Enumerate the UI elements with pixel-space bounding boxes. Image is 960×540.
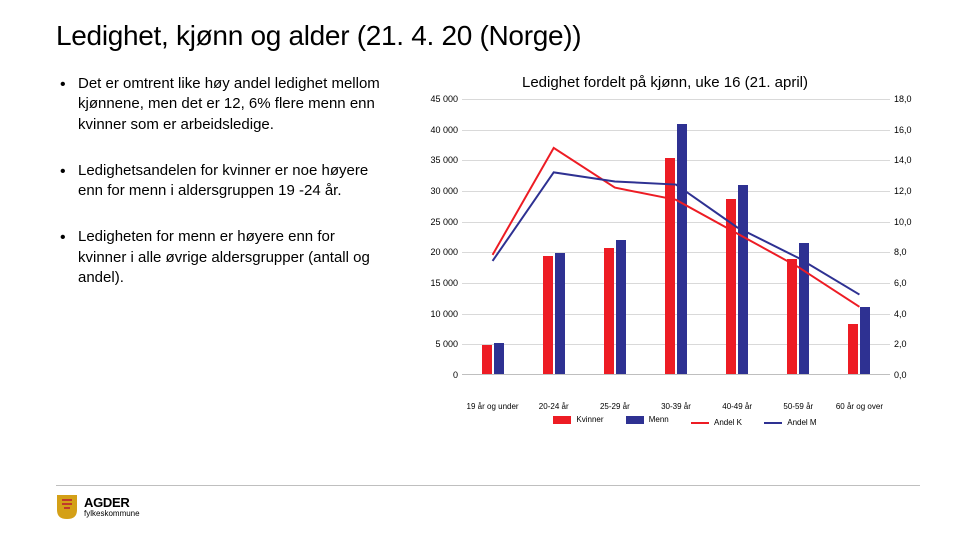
y-right-tick-label: 0,0 bbox=[894, 370, 920, 380]
footer-rule bbox=[56, 485, 920, 486]
y-left-tick-label: 15 000 bbox=[420, 278, 458, 288]
slide: Ledighet, kjønn og alder (21. 4. 20 (Nor… bbox=[0, 0, 960, 540]
legend-label: Menn bbox=[649, 415, 669, 424]
y-left-tick-label: 5 000 bbox=[420, 339, 458, 349]
bullet-item: Det er omtrent like høy andel ledighet m… bbox=[56, 74, 386, 135]
y-right-tick-label: 2,0 bbox=[894, 339, 920, 349]
x-tick-label: 40-49 år bbox=[722, 402, 752, 411]
chart-column: Ledighet fordelt på kjønn, uke 16 (21. a… bbox=[410, 74, 920, 427]
y-right-tick-label: 8,0 bbox=[894, 247, 920, 257]
x-tick-label: 25-29 år bbox=[600, 402, 630, 411]
footer: AGDER fylkeskommune bbox=[56, 485, 920, 520]
y-left-tick-label: 45 000 bbox=[420, 94, 458, 104]
y-right-tick-label: 12,0 bbox=[894, 186, 920, 196]
chart: 0 5 000 10 000 15 000 20 000 25 000 30 000 35 0… bbox=[420, 95, 920, 395]
y-right-tick-label: 18,0 bbox=[894, 94, 920, 104]
legend-line-swatch bbox=[691, 422, 709, 424]
line-andel-k bbox=[493, 148, 860, 307]
x-tick-label: 50-59 år bbox=[783, 402, 813, 411]
x-tick-label: 60 år og over bbox=[836, 402, 883, 411]
line-andel-m bbox=[493, 172, 860, 294]
legend-line-swatch bbox=[764, 422, 782, 424]
footer-logo: AGDER fylkeskommune bbox=[56, 494, 920, 520]
bullet-item: Ledighetsandelen for kvinner er noe høye… bbox=[56, 161, 386, 202]
legend-swatch bbox=[626, 416, 644, 424]
y-left-tick-label: 30 000 bbox=[420, 186, 458, 196]
y-right-tick-label: 16,0 bbox=[894, 125, 920, 135]
y-left-tick-label: 25 000 bbox=[420, 217, 458, 227]
bullet-list: Det er omtrent like høy andel ledighet m… bbox=[56, 74, 386, 288]
logo-org: AGDER bbox=[84, 496, 140, 509]
slide-title: Ledighet, kjønn og alder (21. 4. 20 (Nor… bbox=[56, 20, 920, 52]
legend-item-menn: Menn bbox=[626, 415, 669, 424]
legend-item-andel-m: Andel M bbox=[764, 418, 816, 427]
lines-layer bbox=[462, 99, 890, 374]
y-right-tick-label: 6,0 bbox=[894, 278, 920, 288]
y-right-tick-label: 14,0 bbox=[894, 155, 920, 165]
x-tick-label: 20-24 år bbox=[539, 402, 569, 411]
legend-item-kvinner: Kvinner bbox=[553, 415, 603, 424]
y-left-tick-label: 10 000 bbox=[420, 309, 458, 319]
legend-swatch bbox=[553, 416, 571, 424]
bullet-column: Det er omtrent like høy andel ledighet m… bbox=[56, 74, 410, 427]
logo-text: AGDER fylkeskommune bbox=[84, 496, 140, 518]
slide-body: Det er omtrent like høy andel ledighet m… bbox=[56, 74, 920, 427]
y-right-tick-label: 10,0 bbox=[894, 217, 920, 227]
legend-label: Andel K bbox=[714, 418, 742, 427]
legend: Kvinner Menn Andel K Andel M bbox=[450, 415, 920, 427]
y-right-tick-label: 4,0 bbox=[894, 309, 920, 319]
crest-icon bbox=[56, 494, 78, 520]
y-left-tick-label: 40 000 bbox=[420, 125, 458, 135]
x-tick-label: 30-39 år bbox=[661, 402, 691, 411]
plot-area bbox=[462, 99, 890, 375]
y-left-tick-label: 35 000 bbox=[420, 155, 458, 165]
y-left-tick-label: 20 000 bbox=[420, 247, 458, 257]
legend-label: Andel M bbox=[787, 418, 816, 427]
bullet-item: Ledigheten for menn er høyere enn for kv… bbox=[56, 227, 386, 288]
y-left-tick-label: 0 bbox=[420, 370, 458, 380]
chart-title: Ledighet fordelt på kjønn, uke 16 (21. a… bbox=[410, 74, 920, 91]
legend-label: Kvinner bbox=[576, 415, 603, 424]
legend-item-andel-k: Andel K bbox=[691, 418, 742, 427]
logo-sub: fylkeskommune bbox=[84, 510, 140, 518]
x-tick-label: 19 år og under bbox=[467, 402, 519, 411]
